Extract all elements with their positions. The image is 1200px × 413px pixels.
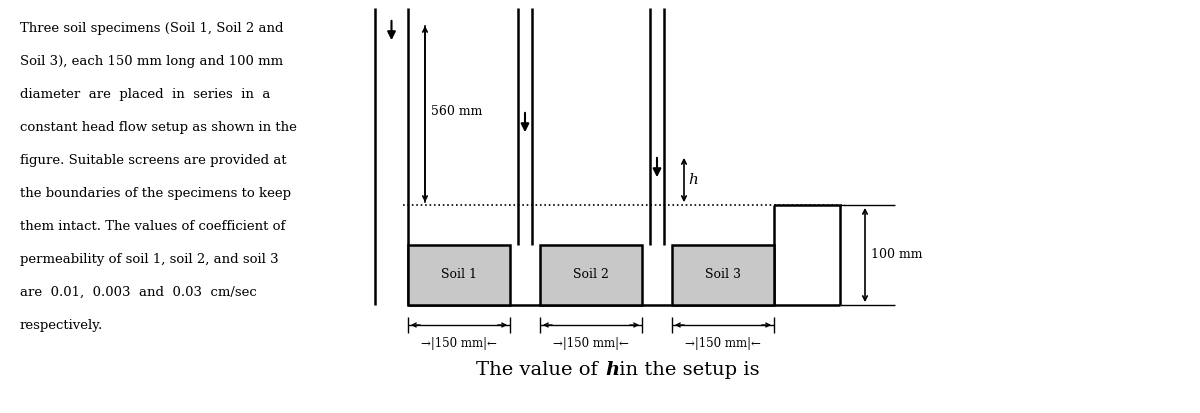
Bar xyxy=(408,245,510,305)
Text: →|150 mm|←: →|150 mm|← xyxy=(421,337,497,350)
Text: permeability of soil 1, soil 2, and soil 3: permeability of soil 1, soil 2, and soil… xyxy=(20,253,278,266)
Text: figure. Suitable screens are provided at: figure. Suitable screens are provided at xyxy=(20,154,287,167)
Text: →|150 mm|←: →|150 mm|← xyxy=(553,337,629,350)
Text: constant head flow setup as shown in the: constant head flow setup as shown in the xyxy=(20,121,296,134)
Text: Soil 3: Soil 3 xyxy=(706,268,742,282)
Text: The value of: The value of xyxy=(476,361,604,379)
Text: Soil 1: Soil 1 xyxy=(442,268,478,282)
Text: respectively.: respectively. xyxy=(20,319,103,332)
Text: Soil 3), each 150 mm long and 100 mm: Soil 3), each 150 mm long and 100 mm xyxy=(20,55,283,68)
Text: them intact. The values of coefficient of: them intact. The values of coefficient o… xyxy=(20,220,286,233)
Text: Soil 2: Soil 2 xyxy=(574,268,608,282)
Text: the boundaries of the specimens to keep: the boundaries of the specimens to keep xyxy=(20,187,292,200)
Text: →|150 mm|←: →|150 mm|← xyxy=(685,337,761,350)
Text: 560 mm: 560 mm xyxy=(431,105,482,118)
Text: Three soil specimens (Soil 1, Soil 2 and: Three soil specimens (Soil 1, Soil 2 and xyxy=(20,22,283,35)
Text: diameter  are  placed  in  series  in  a: diameter are placed in series in a xyxy=(20,88,270,101)
Text: h: h xyxy=(605,361,619,379)
Bar xyxy=(672,245,774,305)
Bar xyxy=(540,245,642,305)
Text: h: h xyxy=(688,173,698,187)
Text: are  0.01,  0.003  and  0.03  cm/sec: are 0.01, 0.003 and 0.03 cm/sec xyxy=(20,286,257,299)
Text: 100 mm: 100 mm xyxy=(871,249,923,261)
Text: in the setup is: in the setup is xyxy=(613,361,760,379)
